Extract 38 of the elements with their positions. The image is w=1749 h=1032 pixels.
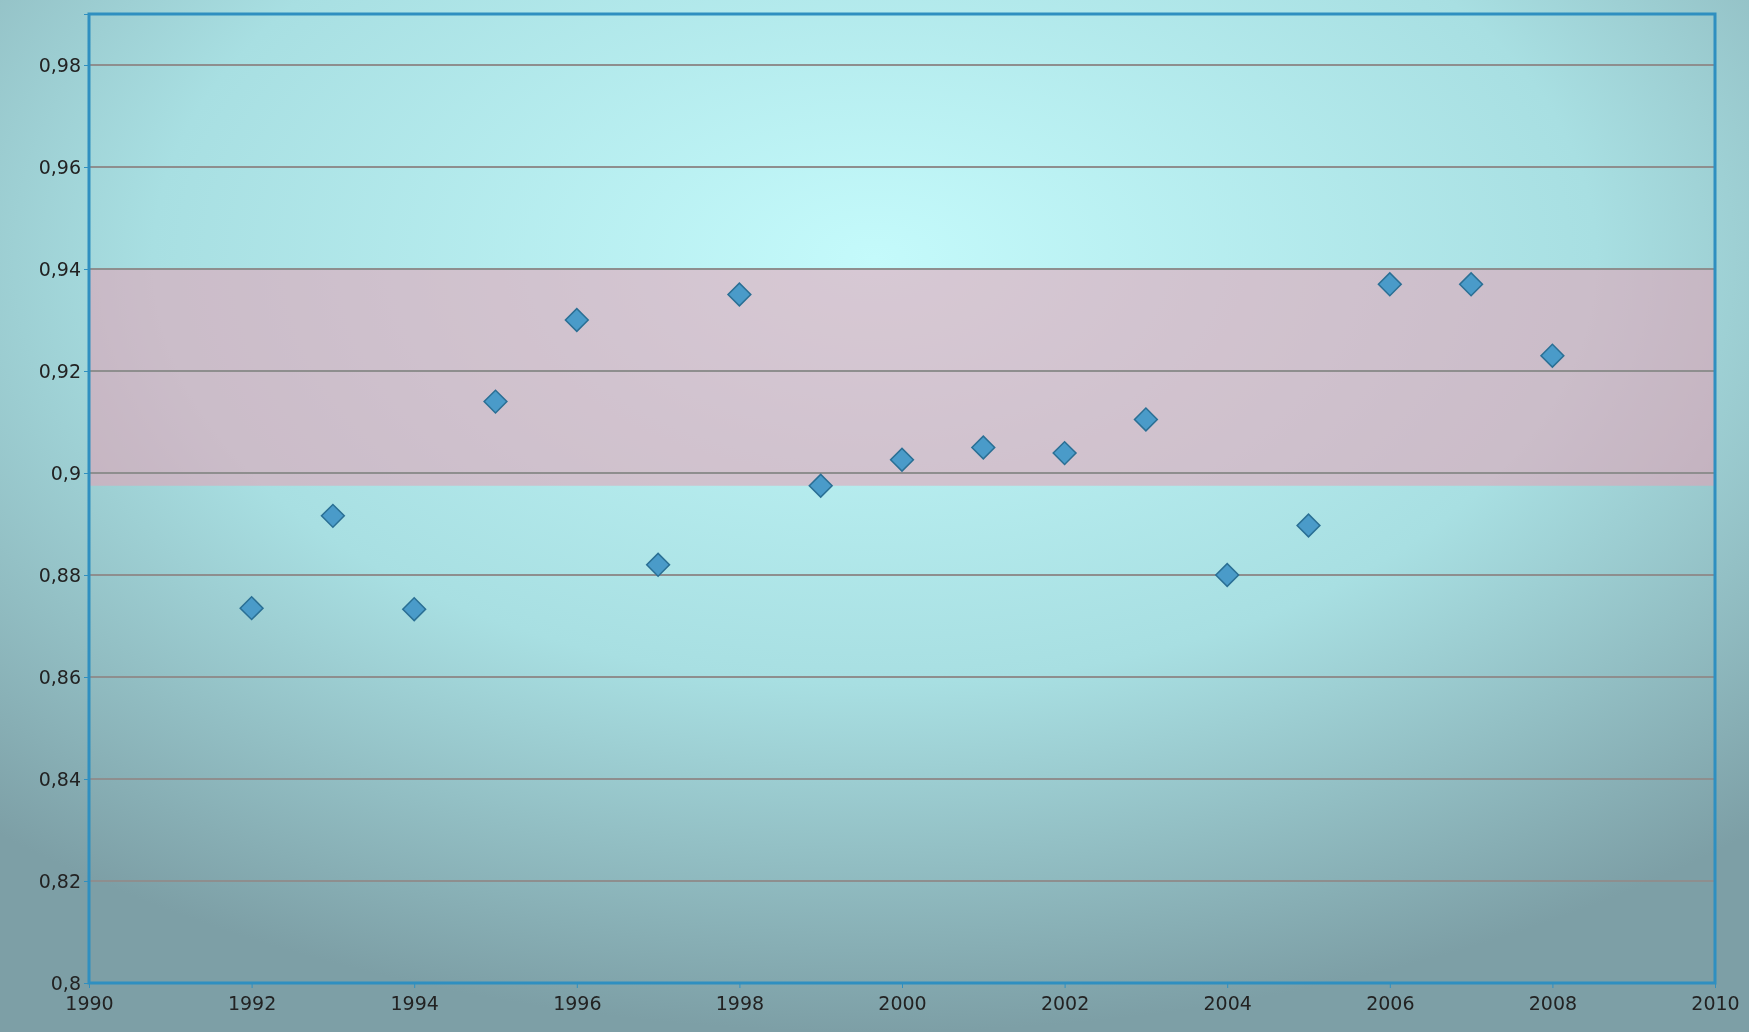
point [402,597,427,622]
point [971,435,996,460]
x-tick-label: 1992 [227,992,277,1014]
y-tick-label: 0,84 [38,767,81,790]
x-tick-label: 1998 [715,992,765,1014]
point [1052,440,1077,466]
point [727,282,752,307]
point [645,552,671,577]
x-tick-label: 2006 [1366,992,1415,1014]
point [1540,343,1565,368]
point [1215,562,1240,588]
x-tick-label: 2004 [1203,992,1252,1014]
x-tick-label: 2010 [1691,992,1740,1014]
point [1133,407,1159,432]
y-tick-label: 0,9 [50,461,81,484]
y-tick-label: 0,96 [38,155,81,178]
x-tick-label: 1994 [390,992,439,1014]
point [320,503,346,528]
x-tick-label: 1990 [65,992,114,1014]
point [1458,272,1484,297]
x-tick-label: 2000 [878,992,927,1014]
y-tick-label: 0,92 [38,359,81,382]
y-tick-label: 0,86 [38,665,81,688]
point [1296,513,1321,538]
x-tick-label: 2008 [1528,992,1578,1014]
x-tick-label: 1996 [553,992,602,1014]
point [564,307,589,333]
y-tick-label: 0,94 [38,257,81,280]
y-tick-label: 0,88 [38,563,81,586]
y-tick-label: 0,82 [38,869,81,892]
point [239,596,264,621]
y-tick-label: 0,8 [50,971,81,994]
point [889,447,915,472]
point [483,389,508,414]
y-tick-label: 0,98 [38,53,81,76]
point [808,473,833,498]
point [1377,272,1402,297]
x-tick-label: 2002 [1040,992,1090,1014]
